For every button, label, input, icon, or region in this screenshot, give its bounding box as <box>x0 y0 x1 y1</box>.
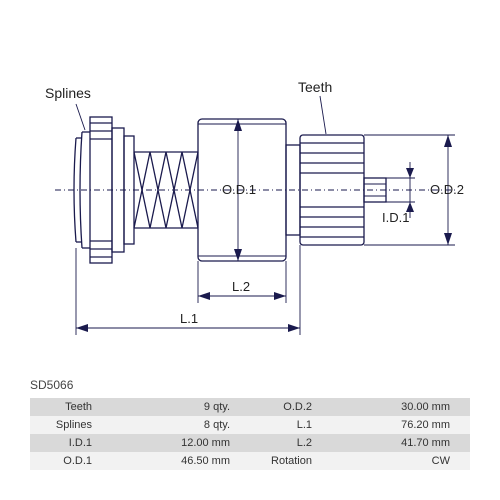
spec-value: 46.50 mm <box>100 452 250 470</box>
spec-label: Splines <box>30 416 100 434</box>
table-row: Splines 8 qty. L.1 76.20 mm <box>30 416 470 434</box>
technical-diagram: Splines Teeth O.D.1 I.D.1 O.D.2 L.2 L.1 <box>0 0 500 370</box>
spec-table: Teeth 9 qty. O.D.2 30.00 mm Splines 8 qt… <box>30 398 470 470</box>
dim-id1: I.D.1 <box>382 210 409 225</box>
spec-value: 8 qty. <box>100 416 250 434</box>
spec-value: 9 qty. <box>100 398 250 416</box>
label-splines: Splines <box>45 85 91 101</box>
table-row: O.D.1 46.50 mm Rotation CW <box>30 452 470 470</box>
label-teeth: Teeth <box>298 79 332 95</box>
spec-value: 30.00 mm <box>320 398 470 416</box>
spec-label: L.1 <box>250 416 320 434</box>
spec-value: 41.70 mm <box>320 434 470 452</box>
table-row: Teeth 9 qty. O.D.2 30.00 mm <box>30 398 470 416</box>
dim-l1: L.1 <box>180 311 198 326</box>
dim-od2: O.D.2 <box>430 182 464 197</box>
spec-label: Rotation <box>250 452 320 470</box>
table-row: I.D.1 12.00 mm L.2 41.70 mm <box>30 434 470 452</box>
dim-od1: O.D.1 <box>222 182 256 197</box>
spec-label: Teeth <box>30 398 100 416</box>
spec-value: 12.00 mm <box>100 434 250 452</box>
dim-l2: L.2 <box>232 279 250 294</box>
spec-value: 76.20 mm <box>320 416 470 434</box>
spec-label: O.D.2 <box>250 398 320 416</box>
spec-label: I.D.1 <box>30 434 100 452</box>
spec-value: CW <box>320 452 470 470</box>
part-number: SD5066 <box>30 378 73 392</box>
spec-label: O.D.1 <box>30 452 100 470</box>
spec-label: L.2 <box>250 434 320 452</box>
